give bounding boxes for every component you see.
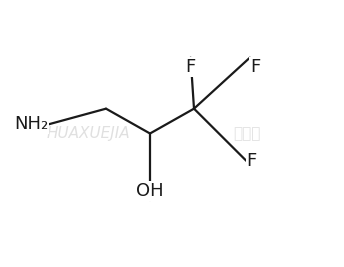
Text: NH₂: NH₂ <box>14 115 49 133</box>
Text: F: F <box>246 152 257 170</box>
Text: 化学加: 化学加 <box>233 126 260 141</box>
Text: OH: OH <box>136 182 164 200</box>
Text: F: F <box>185 58 196 76</box>
Text: F: F <box>250 58 260 76</box>
Text: HUAXUEJIA: HUAXUEJIA <box>47 126 130 141</box>
